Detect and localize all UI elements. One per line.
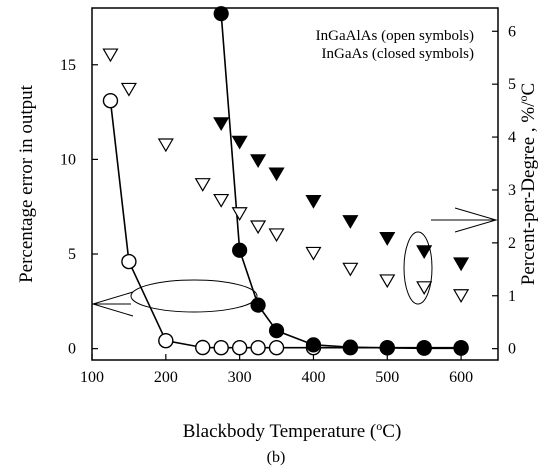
data-point-ingaas-percent-per-degree-325 [250, 154, 267, 169]
axes: 100 200 300 400 500 600 0 5 10 15 0 1 2 3 4 5 6 [60, 23, 516, 386]
data-point-ingaas-percentage-error-300 [232, 242, 248, 258]
data-point-ingaalas-percent-per-degree-325 [250, 220, 267, 235]
left-axis-arrow-head [91, 291, 134, 317]
data-point-ingaalas-percent-per-degree-550 [416, 281, 433, 296]
y-left-tick-label-5: 5 [68, 246, 76, 263]
data-point-ingaas-percentage-error-400 [305, 337, 322, 353]
data-point-ingaas-percent-per-degree-350 [268, 167, 285, 182]
x-tick-label-100: 100 [80, 369, 104, 386]
data-point-ingaas-percent-per-degree-400 [305, 194, 322, 209]
data-point-ingaas-percentage-error-325 [250, 297, 266, 313]
legend-line-closed-symbols: InGaAs (closed symbols) [322, 46, 474, 62]
y-right-tick-label-5: 5 [508, 76, 516, 93]
y-left-tick-label-0: 0 [68, 341, 76, 358]
data-point-ingaalas-percent-per-degree-600 [453, 289, 470, 303]
right-series-group-ellipse [403, 231, 433, 305]
annotations [91, 207, 498, 317]
data-point-ingaas-percent-per-degree-450 [342, 215, 359, 229]
y-left-tick-label-10: 10 [60, 151, 76, 168]
data-point-ingaalas-percent-per-degree-200 [157, 138, 174, 153]
x-axis-title-superscript: o [376, 419, 382, 433]
y-right-axis-title-superscript: o [516, 95, 530, 101]
data-point-ingaalas-percent-per-degree-300 [231, 207, 248, 221]
right-axis-arrow-head [454, 207, 498, 233]
data-point-ingaalas-percentage-error-125 [102, 93, 119, 109]
y-right-axis-title-main: Percent-per-Degree , %/ [518, 101, 539, 285]
data-point-ingaas-percentage-error-500 [379, 340, 395, 356]
x-tick-label-500: 500 [375, 369, 399, 386]
x-tick-label-400: 400 [301, 369, 325, 386]
data-point-ingaas-percentage-error-275 [213, 6, 229, 22]
data-point-ingaalas-percent-per-degree-500 [379, 274, 396, 289]
x-tick-label-300: 300 [228, 369, 252, 386]
plot-frame [91, 7, 499, 361]
data-point-ingaas-percent-per-degree-600 [453, 257, 470, 272]
left-series-group-ellipse [130, 279, 258, 313]
y-right-tick-label-0: 0 [508, 341, 516, 358]
y-right-tick-label-6: 6 [508, 23, 516, 40]
y-left-axis-title: Percentage error in output [16, 84, 37, 283]
figure-caption: (b) [267, 449, 286, 466]
data-point-ingaalas-percentage-error-250 [195, 339, 211, 356]
data-point-ingaalas-percentage-error-350 [268, 339, 285, 356]
data-point-ingaalas-percentage-error-275 [213, 339, 229, 356]
y-right-tick-label-3: 3 [508, 182, 516, 199]
data-point-ingaas-percentage-error-450 [342, 339, 358, 355]
data-point-ingaalas-percent-per-degree-400 [305, 246, 322, 261]
legend-line-open-symbols: InGaAlAs (open symbols) [316, 28, 474, 44]
data-point-ingaalas-percent-per-degree-125 [102, 48, 119, 63]
x-tick-label-600: 600 [449, 369, 473, 386]
data-point-ingaas-percentage-error-600 [453, 340, 469, 356]
data-point-ingaalas-percent-per-degree-275 [213, 193, 230, 208]
x-axis-title-main: Blackbody Temperature ( [183, 421, 377, 442]
data-point-ingaas-percent-per-degree-300 [231, 135, 248, 150]
data-point-ingaas-percent-per-degree-500 [379, 232, 396, 246]
x-tick-label-200: 200 [154, 369, 178, 386]
x-axis-title-tail: C) [382, 421, 401, 442]
data-point-ingaas-percent-per-degree-550 [416, 245, 433, 260]
data-point-ingaalas-percent-per-degree-350 [268, 228, 285, 243]
y-right-axis-title-tail: C [518, 83, 539, 96]
data-point-ingaalas-percent-per-degree-150 [120, 82, 137, 97]
data-point-ingaas-percentage-error-350 [268, 323, 285, 339]
y-right-tick-label-1: 1 [508, 288, 516, 305]
series-layer [102, 6, 470, 356]
data-point-ingaalas-percentage-error-200 [158, 332, 174, 349]
y-right-tick-label-2: 2 [508, 235, 516, 252]
data-point-ingaalas-percentage-error-300 [231, 339, 248, 356]
data-point-ingaas-percent-per-degree-275 [213, 117, 230, 132]
data-point-ingaalas-percent-per-degree-450 [342, 262, 359, 277]
data-point-ingaalas-percentage-error-325 [250, 339, 266, 356]
y-right-tick-label-4: 4 [508, 129, 516, 146]
x-axis-title: Blackbody Temperature (oC) [183, 419, 402, 442]
y-right-axis-title: Percent-per-Degree , %/oC [516, 83, 539, 285]
data-point-ingaas-percentage-error-550 [416, 340, 432, 356]
y-left-tick-label-15: 15 [60, 57, 76, 74]
data-point-ingaalas-percent-per-degree-250 [194, 178, 211, 192]
data-point-ingaalas-percentage-error-150 [121, 253, 137, 270]
